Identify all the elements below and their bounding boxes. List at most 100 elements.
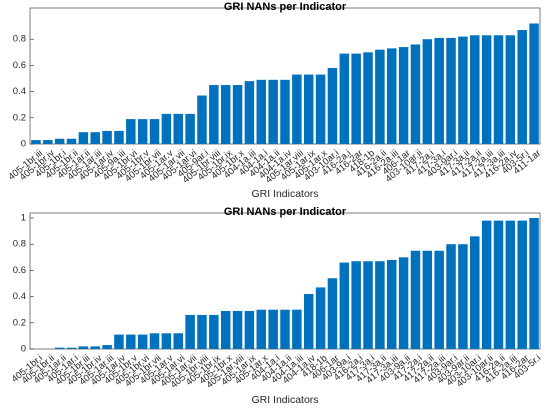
bar [434, 37, 444, 144]
y-tick-label: 0.2 [13, 112, 26, 123]
bar [126, 119, 136, 144]
bar [327, 278, 338, 349]
bar [173, 113, 183, 144]
bar [517, 30, 527, 145]
bar [197, 95, 207, 144]
bar [529, 218, 539, 349]
bar [66, 138, 77, 144]
bar [185, 113, 195, 144]
bar [422, 250, 433, 349]
bar [161, 333, 172, 349]
bar [232, 311, 243, 349]
bar [268, 79, 278, 144]
x-axis-label: GRI Indicators [251, 188, 318, 200]
bar [280, 309, 290, 349]
bar [458, 36, 468, 144]
bar [446, 244, 456, 349]
bar [90, 132, 100, 144]
bar [149, 119, 160, 144]
bar [209, 314, 219, 349]
bar [315, 74, 326, 144]
bar [268, 309, 278, 349]
bar [375, 49, 385, 144]
bar [470, 236, 480, 349]
bar [102, 345, 112, 349]
bar [493, 35, 504, 144]
bar [398, 47, 409, 145]
bar [434, 250, 444, 349]
bar [102, 130, 112, 144]
bar [493, 220, 504, 349]
bar [351, 261, 361, 349]
bar [54, 138, 65, 144]
bar [481, 35, 492, 144]
bar [303, 293, 314, 349]
bar [481, 220, 492, 349]
bar [280, 79, 290, 144]
bar [244, 81, 255, 144]
y-tick-label: 0.4 [13, 291, 26, 302]
bar [505, 220, 516, 349]
bar [256, 79, 267, 144]
bar [351, 53, 361, 144]
y-tick-label: 0.4 [13, 86, 26, 97]
bar [197, 314, 207, 349]
bar [185, 314, 195, 349]
bar [220, 311, 231, 349]
bar [137, 119, 148, 144]
bar [387, 259, 397, 349]
bar [31, 140, 41, 144]
bar [90, 346, 100, 349]
bar [339, 53, 350, 144]
chart-title: GRI NANs per Indicator [224, 1, 347, 13]
bar [114, 130, 124, 144]
bar [149, 333, 160, 349]
bar [114, 334, 124, 349]
bar [137, 334, 148, 349]
bar [66, 347, 77, 349]
bar [292, 309, 302, 349]
y-tick-label: 0.8 [13, 34, 26, 45]
bar [256, 309, 267, 349]
bar [244, 311, 255, 349]
bar [43, 140, 53, 144]
bar [458, 244, 468, 349]
x-axis-label: GRI Indicators [251, 394, 318, 406]
y-tick-label: 1 [21, 213, 26, 224]
y-tick-label: 0.2 [13, 317, 26, 328]
bar [446, 37, 456, 144]
y-tick-label: 0.6 [13, 60, 26, 71]
bar [78, 132, 89, 144]
bar [126, 334, 136, 349]
bar [339, 262, 350, 349]
bar [78, 346, 89, 349]
bar [387, 48, 397, 145]
bar [161, 113, 172, 144]
y-tick-label: 0 [21, 344, 26, 355]
bar [220, 85, 231, 144]
bar [410, 44, 421, 144]
bar [303, 74, 314, 144]
bar [398, 257, 409, 349]
bar [327, 68, 338, 144]
bar [375, 261, 385, 349]
y-tick-label: 0.6 [13, 265, 26, 276]
bar [517, 220, 527, 349]
bar [470, 35, 480, 144]
bar [292, 74, 302, 144]
bar [422, 39, 433, 145]
bar [232, 85, 243, 144]
bar [173, 333, 183, 349]
bar [529, 23, 539, 145]
y-tick-label: 0.8 [13, 239, 26, 250]
bar [209, 85, 219, 144]
bar [54, 347, 65, 349]
bar [363, 52, 373, 144]
y-tick-label: 0 [21, 139, 26, 150]
bar [315, 287, 326, 349]
bar [505, 35, 516, 144]
bar [363, 261, 373, 349]
chart-title: GRI NANs per Indicator [224, 206, 347, 218]
bar [410, 250, 421, 349]
